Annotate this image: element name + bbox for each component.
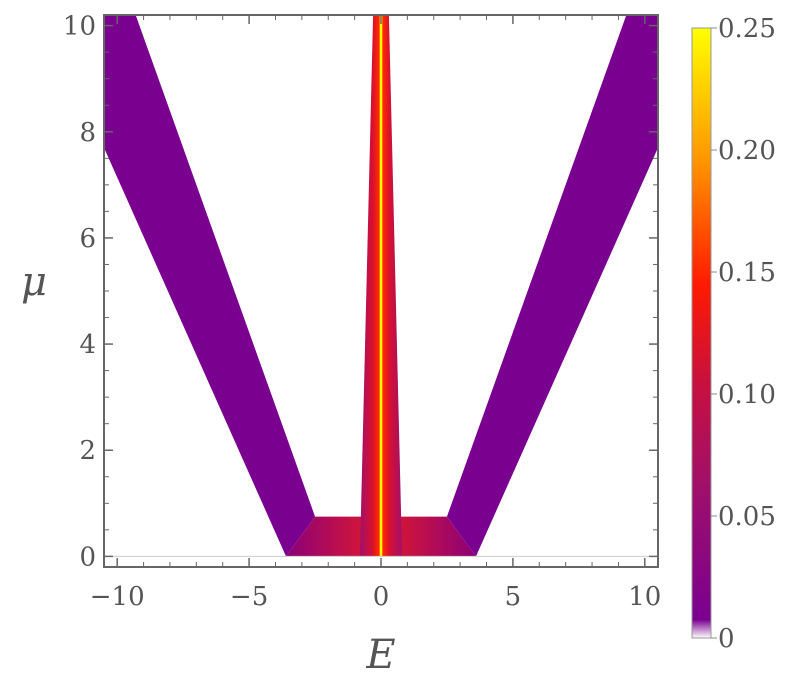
colorbar-tick-label: 0 [718, 624, 735, 654]
x-axis-title: E [365, 632, 395, 678]
y-tick-label: 0 [79, 542, 96, 572]
colorbar-tick-label: 0.25 [718, 14, 776, 44]
colorbar-gradient [691, 27, 712, 639]
y-tick-label: 10 [63, 12, 96, 42]
colorbar-tick-label: 0.10 [718, 380, 776, 410]
right-outer-band [446, 15, 658, 557]
left-outer-band [104, 15, 316, 557]
y-tick-label: 6 [79, 224, 96, 254]
colorbar-ticks: 0 0.05 0.10 0.15 0.20 0.25 [711, 14, 776, 654]
x-tick-label: −5 [230, 582, 268, 612]
y-tick-label: 8 [79, 118, 96, 148]
x-tick-label: 10 [628, 582, 661, 612]
colorbar-tick-label: 0.05 [718, 502, 776, 532]
x-axis: −10 −5 0 5 10 [90, 15, 661, 612]
y-axis-title: μ [21, 259, 47, 305]
x-tick-label: 5 [505, 582, 522, 612]
y-axis: 0 2 4 6 8 10 [63, 12, 658, 572]
colorbar: 0 0.05 0.10 0.15 0.20 0.25 [691, 14, 776, 654]
plot-area [104, 15, 658, 557]
x-tick-label: 0 [373, 582, 390, 612]
x-tick-label: −10 [90, 582, 145, 612]
colorbar-tick-label: 0.15 [718, 258, 776, 288]
y-tick-label: 4 [79, 330, 96, 360]
y-tick-label: 2 [79, 436, 96, 466]
colorbar-tick-label: 0.20 [718, 136, 776, 166]
